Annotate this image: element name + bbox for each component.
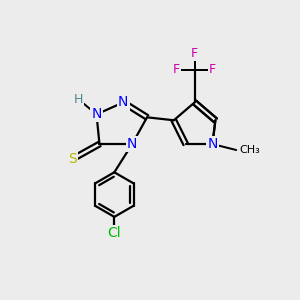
Text: F: F: [191, 47, 198, 60]
Text: N: N: [127, 137, 137, 151]
Text: CH₃: CH₃: [239, 145, 260, 155]
Text: S: S: [68, 152, 77, 166]
Text: N: N: [91, 107, 102, 121]
Text: H: H: [74, 93, 83, 106]
Text: F: F: [173, 63, 180, 76]
Text: Cl: Cl: [107, 226, 121, 240]
Text: F: F: [209, 63, 216, 76]
Text: N: N: [207, 137, 218, 151]
Text: N: N: [118, 95, 128, 110]
